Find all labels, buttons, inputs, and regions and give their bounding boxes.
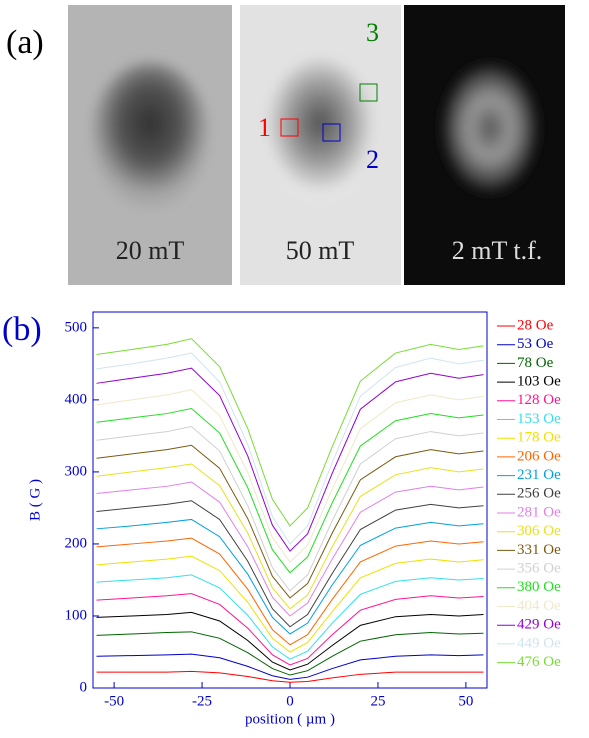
legend-label: 356 Oe — [517, 561, 561, 577]
y-tick-label: 500 — [65, 319, 88, 335]
series-line — [96, 518, 484, 635]
series-line — [96, 463, 484, 610]
series-line — [96, 352, 484, 545]
legend-label: 281 Oe — [517, 504, 561, 520]
series-line — [96, 444, 484, 599]
legend-label: 449 Oe — [517, 635, 561, 651]
legend-label: 78 Oe — [517, 355, 554, 371]
image-label: 50 mT — [286, 236, 355, 265]
series-line — [96, 574, 484, 660]
series-line — [96, 631, 484, 676]
legend-label: 476 Oe — [517, 654, 561, 670]
series-line — [96, 670, 484, 683]
legend-label: 153 Oe — [517, 411, 561, 427]
legend-label: 306 Oe — [517, 523, 561, 539]
image-blob — [92, 63, 208, 207]
series-line — [96, 537, 484, 646]
x-tick-label: 50 — [458, 693, 473, 709]
x-axis-label: position ( µm ) — [245, 711, 335, 727]
legend-label: 178 Oe — [517, 430, 561, 446]
region-label: 2 — [366, 145, 379, 174]
legend-label: 128 Oe — [517, 392, 561, 408]
image-label: 2 mT t.f. — [452, 236, 543, 265]
legend-label: 28 Oe — [517, 317, 554, 333]
series-line — [96, 555, 484, 653]
y-tick-label: 200 — [65, 535, 88, 551]
region-box — [322, 123, 341, 142]
y-axis-label: B ( G ) — [27, 479, 43, 521]
legend-label: 231 Oe — [517, 467, 561, 483]
legend-label: 206 Oe — [517, 448, 561, 464]
series-line — [96, 367, 484, 552]
image-label: 20 mT — [116, 236, 185, 265]
image-blob — [442, 63, 538, 193]
region-box — [359, 83, 378, 102]
legend-label: 331 Oe — [517, 542, 561, 558]
series-line — [96, 407, 484, 574]
series-line — [96, 593, 484, 666]
x-tick-label: 25 — [370, 693, 385, 709]
image-blob — [265, 60, 375, 200]
panel-label: (a) — [6, 24, 44, 61]
y-tick-label: 0 — [80, 679, 88, 695]
y-tick-label: 400 — [65, 391, 88, 407]
y-tick-label: 100 — [65, 607, 88, 623]
series-line — [96, 389, 484, 563]
panel-label: (b) — [2, 311, 42, 348]
region-box — [280, 118, 299, 137]
legend-label: 256 Oe — [517, 486, 561, 502]
series-line — [96, 653, 484, 680]
legend-label: 53 Oe — [517, 336, 554, 352]
region-label: 1 — [258, 113, 271, 142]
series-line — [96, 500, 484, 628]
legend-label: 404 Oe — [517, 598, 561, 614]
legend-label: 103 Oe — [517, 374, 561, 390]
x-tick-label: 0 — [286, 693, 294, 709]
y-tick-label: 300 — [65, 463, 88, 479]
legend-label: 380 Oe — [517, 579, 561, 595]
x-tick-label: -25 — [192, 693, 212, 709]
x-tick-label: -50 — [104, 693, 124, 709]
region-label: 3 — [366, 18, 379, 47]
legend-label: 429 Oe — [517, 617, 561, 633]
series-line — [96, 481, 484, 617]
series-line — [96, 338, 484, 527]
series-line — [96, 425, 484, 592]
plot-frame — [92, 311, 488, 689]
series-line — [96, 611, 484, 671]
